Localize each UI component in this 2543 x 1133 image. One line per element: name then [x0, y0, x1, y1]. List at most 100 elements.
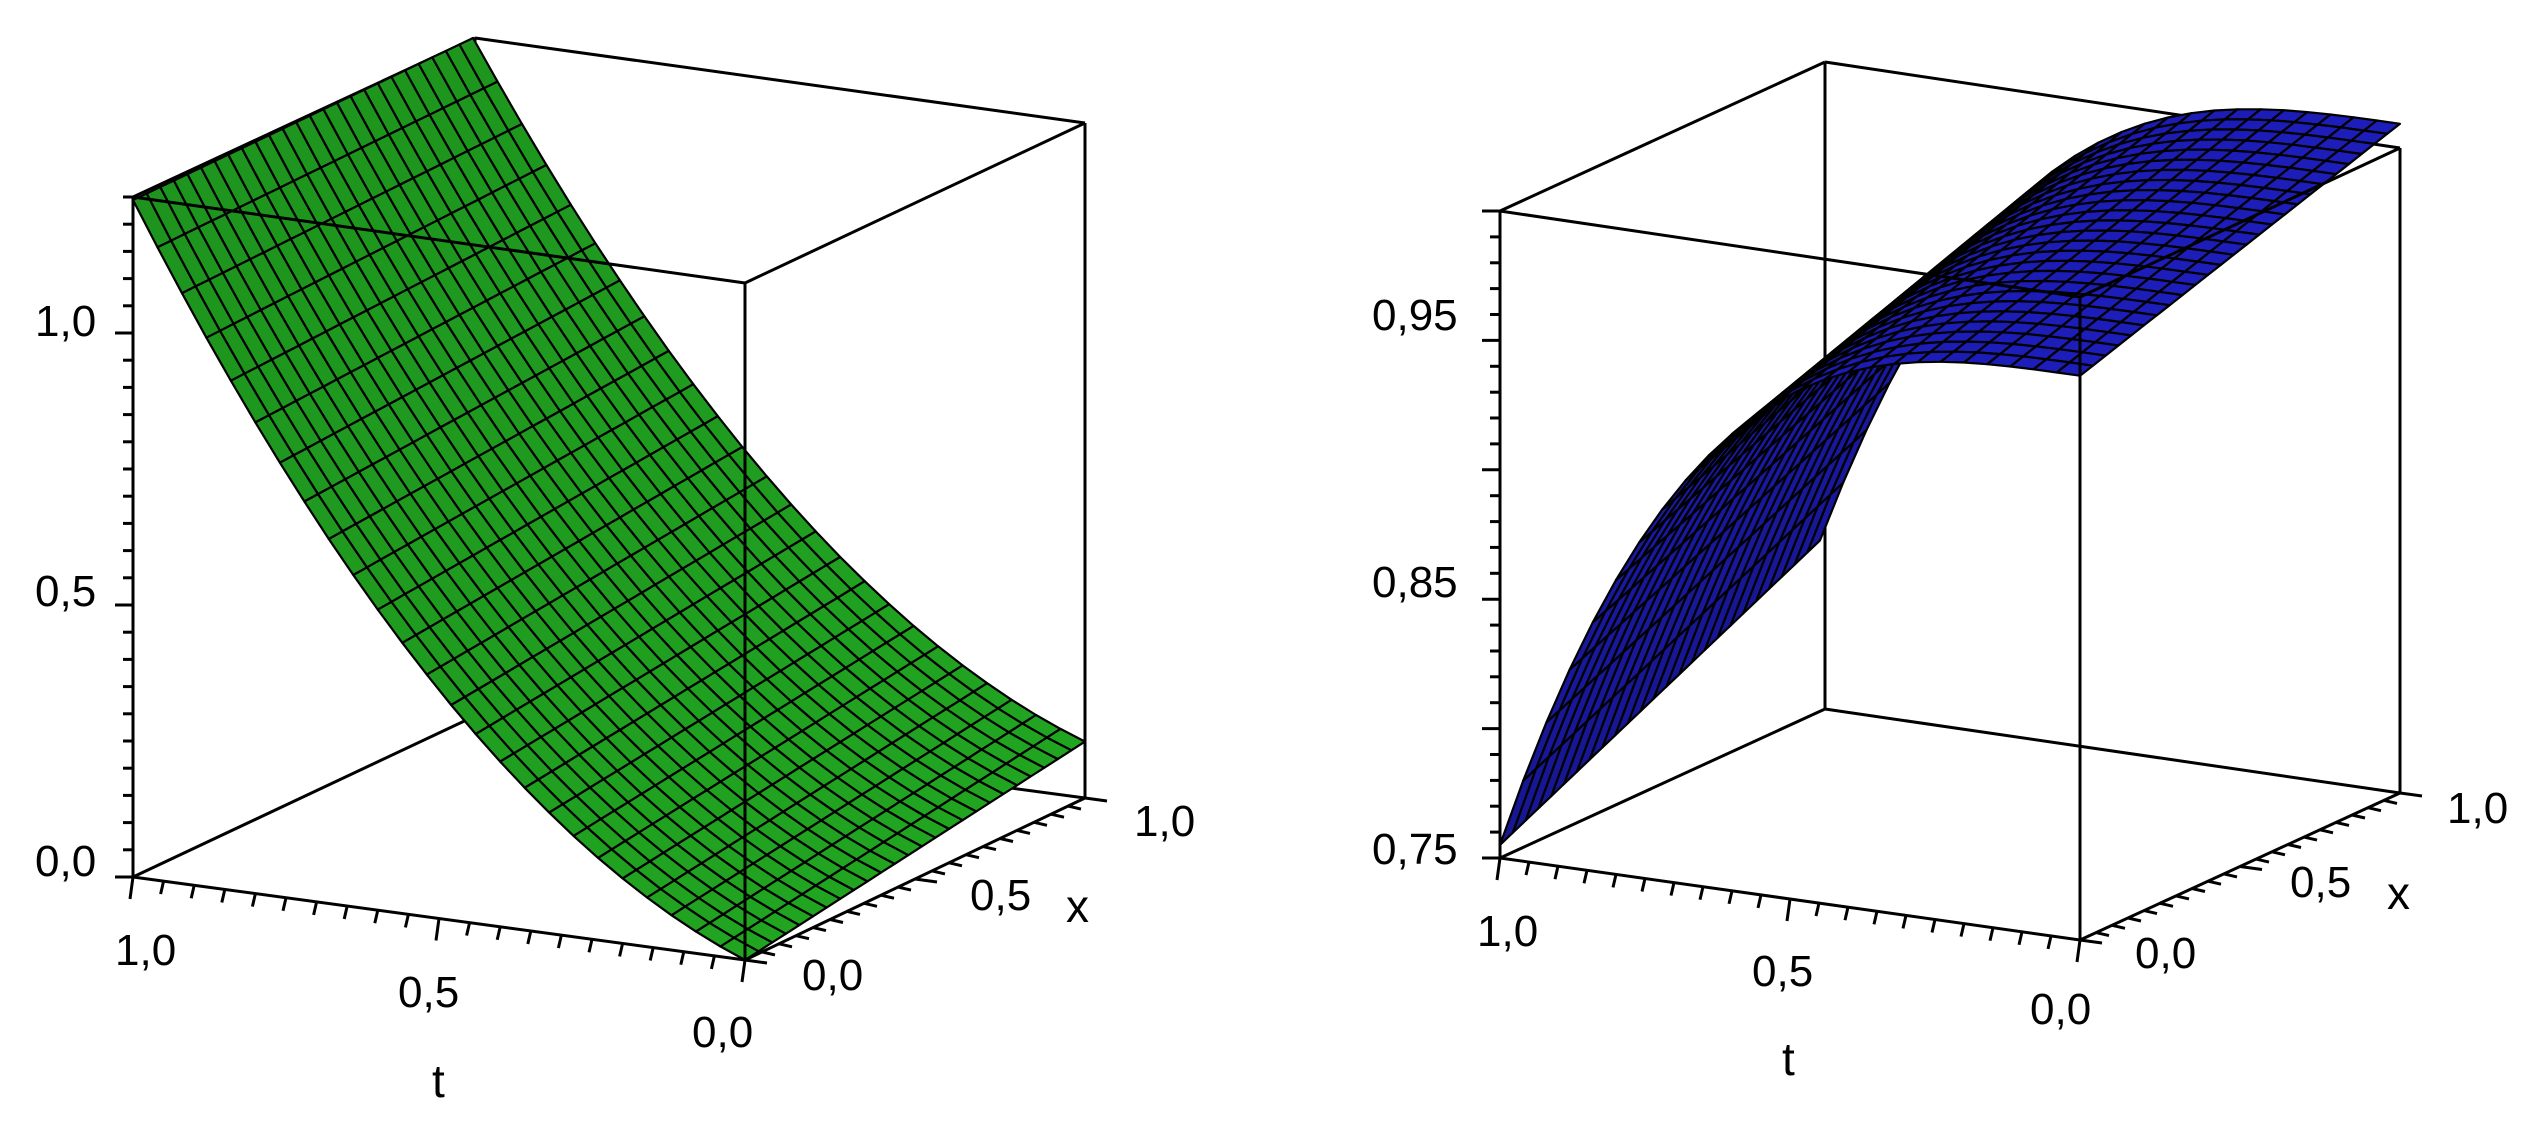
- t-tick-8: [1843, 906, 1850, 921]
- t-tick-13: [1698, 886, 1705, 901]
- t-tick-19: [159, 880, 166, 895]
- x-tick-3: [795, 934, 810, 941]
- x-tick-20: [1084, 796, 1108, 803]
- t-axis-ticks: [128, 876, 747, 983]
- x-tick-6: [846, 909, 861, 916]
- x-tick-14: [2303, 835, 2318, 842]
- x-tick-4: [812, 926, 827, 933]
- x-tick-15: [999, 837, 1014, 843]
- t-axis-label: t: [432, 1055, 445, 1107]
- t-tick-0: [740, 959, 747, 983]
- t-tick-15: [1640, 878, 1647, 892]
- x-tick-12: [948, 861, 963, 868]
- t-tick-10: [434, 918, 441, 941]
- t-tick-label-2: 0,0: [2030, 985, 2091, 1034]
- x-tick-14: [982, 845, 997, 852]
- t-tick-1: [709, 955, 716, 970]
- t-tick-5: [1930, 919, 1937, 933]
- t-tick-1: [2046, 935, 2053, 950]
- x-tick-16: [2335, 820, 2350, 827]
- x-tick-18: [2367, 806, 2382, 813]
- t-tick-14: [1669, 882, 1676, 896]
- x-tick-4: [2143, 909, 2158, 916]
- t-tick-19: [1524, 861, 1531, 876]
- x-tick-10: [914, 877, 938, 884]
- t-tick-label-0: 1,0: [1477, 907, 1538, 956]
- x-tick-5: [2159, 901, 2174, 908]
- x-tick-9: [897, 885, 912, 892]
- z-tick-label-1: 0,5: [35, 567, 96, 616]
- x-axis-label: x: [2387, 867, 2410, 919]
- t-tick-label-0: 1,0: [115, 926, 176, 975]
- x-tick-17: [1033, 820, 1048, 827]
- z-axis-ticks: [1482, 209, 1500, 860]
- x-tick-13: [965, 853, 980, 860]
- x-tick-6: [2175, 894, 2190, 901]
- z-axis-ticks: [115, 195, 133, 879]
- x-tick-0: [2079, 938, 2103, 945]
- x-axis-ticks: [2079, 791, 2423, 945]
- t-tick-11: [1756, 894, 1763, 909]
- t-tick-4: [618, 943, 625, 957]
- t-tick-16: [250, 893, 257, 907]
- x-tick-1: [2095, 931, 2110, 938]
- x-tick-2: [778, 942, 793, 949]
- t-tick-0: [2075, 939, 2082, 963]
- x-tick-19: [1067, 804, 1082, 811]
- x-tick-16: [1016, 828, 1031, 835]
- x-tick-11: [931, 869, 946, 876]
- t-tick-label-1: 0,5: [1752, 947, 1813, 996]
- z-tick-label-2: 0,95: [1372, 291, 1458, 340]
- x-tick-1: [761, 950, 776, 957]
- x-tick-17: [2351, 813, 2366, 820]
- plot-right: 0,75 0,85 0,95 1,0 0,5 0,0 0,0 0,5 1,0 t…: [1372, 60, 2508, 1085]
- t-tick-4: [1959, 923, 1966, 937]
- x-tick-7: [2191, 887, 2206, 893]
- t-tick-20: [128, 876, 135, 900]
- t-tick-10: [1785, 898, 1792, 922]
- x-tick-3: [2127, 916, 2142, 923]
- t-tick-3: [1988, 927, 1995, 942]
- t-tick-8: [495, 926, 502, 941]
- t-tick-13: [342, 905, 349, 920]
- x-tick-11: [2255, 857, 2270, 864]
- t-tick-5: [587, 938, 594, 953]
- x-tick-5: [829, 918, 844, 924]
- x-axis-label: x: [1066, 880, 1089, 932]
- x-tick-8: [880, 893, 895, 900]
- x-axis-ticks: [744, 796, 1108, 965]
- t-tick-label-1: 0,5: [398, 968, 459, 1017]
- t-tick-11: [403, 914, 410, 928]
- t-tick-2: [679, 951, 686, 966]
- x-tick-10: [2239, 865, 2263, 871]
- x-tick-9: [2223, 872, 2238, 879]
- z-tick-label-2: 1,0: [35, 297, 96, 346]
- x-tick-13: [2287, 843, 2302, 849]
- plot-left: 0,0 0,5 1,0 1,0 0,5 0,0 0,0 0,5 1,0 t x: [35, 36, 1195, 1107]
- x-tick-0: [744, 958, 768, 965]
- t-tick-14: [312, 901, 319, 916]
- t-tick-7: [526, 930, 533, 945]
- x-tick-label-0: 0,0: [802, 951, 863, 1000]
- t-tick-7: [1872, 910, 1879, 925]
- surface-left: [131, 36, 1087, 962]
- x-tick-15: [2319, 828, 2334, 835]
- x-tick-19: [2383, 798, 2398, 805]
- x-tick-label-2: 1,0: [1134, 797, 1195, 846]
- x-tick-label-1: 0,5: [970, 871, 1031, 920]
- z-tick-label-1: 0,85: [1372, 558, 1458, 607]
- t-tick-18: [189, 884, 196, 899]
- t-tick-2: [2017, 931, 2024, 946]
- t-tick-17: [1582, 869, 1589, 884]
- x-tick-2: [2111, 923, 2126, 930]
- t-tick-6: [556, 934, 563, 949]
- t-tick-3: [648, 947, 655, 961]
- surface-cell-0-0: [2055, 361, 2094, 377]
- surface-right: [1498, 108, 2402, 847]
- x-tick-12: [2271, 850, 2286, 857]
- t-tick-17: [220, 889, 227, 903]
- t-tick-6: [1901, 915, 1908, 929]
- t-tick-16: [1611, 874, 1618, 888]
